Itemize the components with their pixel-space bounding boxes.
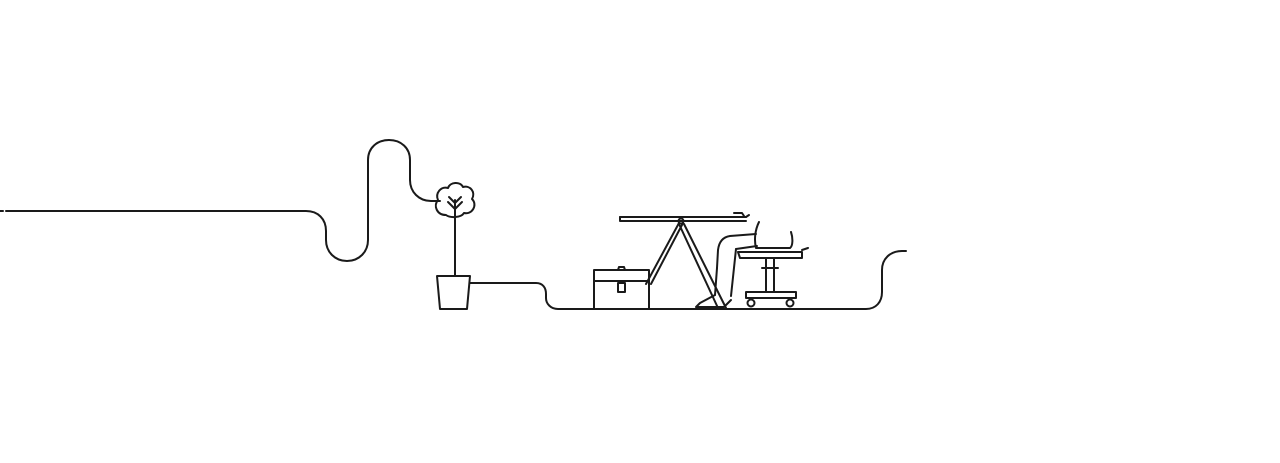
seated-person-icon bbox=[695, 212, 794, 308]
office-chair-icon bbox=[737, 247, 809, 308]
briefcase-icon bbox=[593, 266, 650, 310]
potted-tree-icon bbox=[434, 182, 476, 310]
standing-desk-icon bbox=[619, 214, 750, 309]
line-path bbox=[0, 139, 907, 310]
